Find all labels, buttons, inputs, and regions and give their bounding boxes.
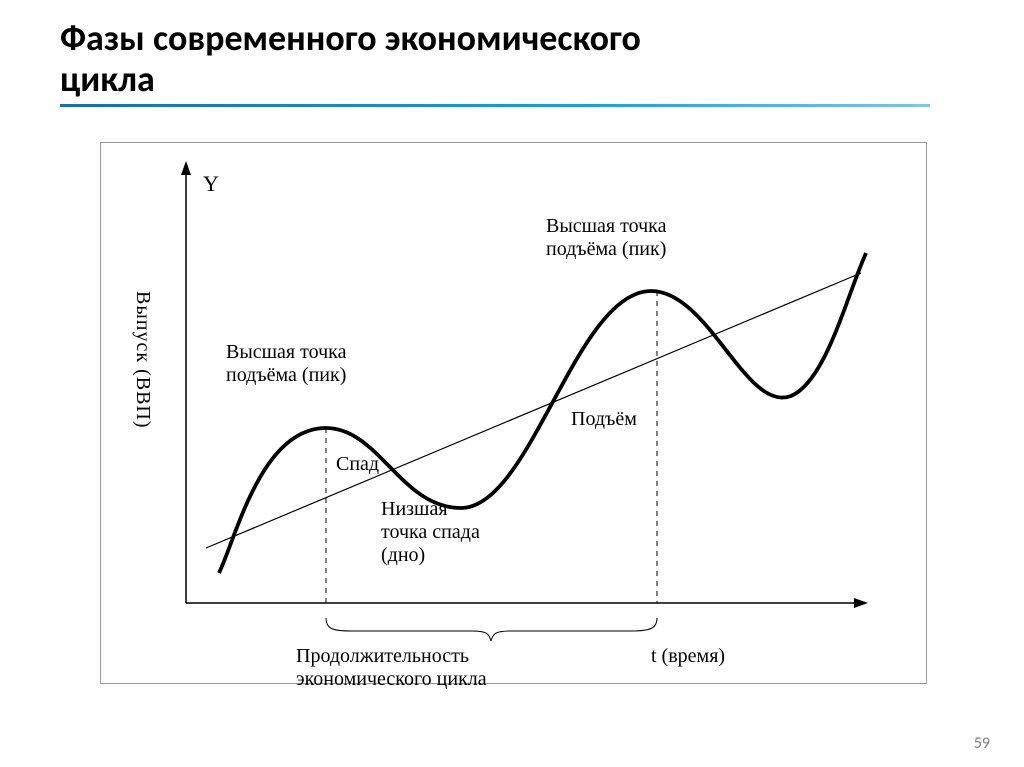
chart-container: Y Выпуск (ВВП) Высшая точка подъёма (пик…: [100, 142, 927, 684]
annotation-peak2: Высшая точка подъёма (пик): [546, 215, 666, 261]
cycle-curve: [219, 253, 866, 573]
y-axis-label: Y: [203, 171, 219, 197]
y-axis-arrow: [181, 161, 191, 175]
title-line1: Фазы современного экономического: [60, 16, 641, 60]
y-axis-vertical-label: Выпуск (ВВП): [131, 291, 154, 429]
x-axis-time-label: t (время): [651, 645, 725, 668]
chart-svg: [101, 143, 926, 683]
duration-brace: [326, 618, 657, 641]
annotation-recovery: Подъём: [571, 408, 637, 431]
title-line2: цикла: [60, 57, 155, 101]
annotation-recession: Спад: [336, 453, 379, 476]
annotation-duration: Продолжительность экономического цикла: [296, 645, 487, 691]
annotation-trough: Низшая точка спада (дно): [381, 498, 480, 567]
annotation-peak1: Высшая точка подъёма (пик): [226, 341, 346, 387]
trend-line: [206, 273, 861, 548]
page-number: 59: [974, 734, 990, 753]
title-underline: [60, 104, 930, 107]
slide-title: Фазы современного экономического цикла: [60, 18, 641, 101]
x-axis-arrow: [854, 598, 868, 608]
